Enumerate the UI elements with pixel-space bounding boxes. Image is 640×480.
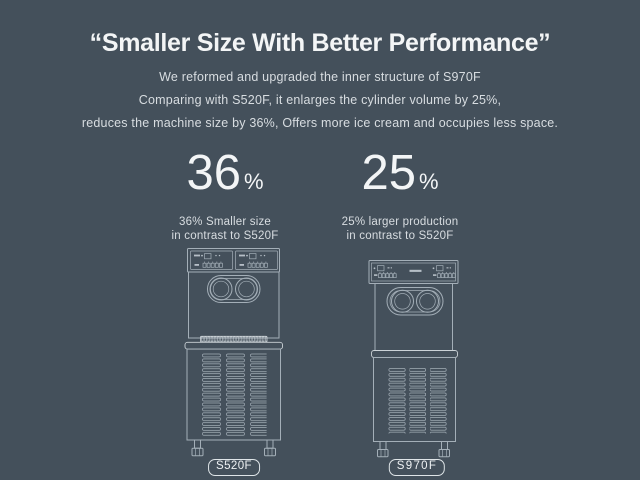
control-panel-cluster: [373, 265, 397, 278]
stat-larger-production-number: 25%: [300, 149, 500, 205]
machine-drawing-s520f: [184, 248, 283, 457]
control-panel-cluster: [194, 253, 223, 268]
caption-line-1: 36% Smaller size: [178, 216, 272, 228]
caption-line-2: in contrast to S520F: [171, 230, 279, 242]
intro-text: We reformed and upgraded the inner struc…: [0, 66, 640, 135]
intro-line-1: We reformed and upgraded the inner struc…: [159, 70, 481, 84]
caption-line-2: in contrast to S520F: [346, 230, 454, 242]
stat-larger-production: 25% 25% larger production in contrast to…: [300, 149, 500, 243]
stat-value: 36: [186, 146, 241, 200]
machine-drawing-s970f: [368, 260, 459, 458]
intro-line-2: Comparing with S520F, it enlarges the cy…: [138, 93, 502, 107]
percent-sign: %: [418, 169, 439, 194]
intro-line-3: reduces the machine size by 36%, Offers …: [81, 116, 559, 130]
percent-sign: %: [243, 169, 264, 194]
brand-text-mark: [409, 269, 422, 272]
stat-value: 25: [361, 146, 416, 200]
stat-smaller-size: 36% 36% Smaller size in contrast to S520…: [125, 149, 325, 243]
caption-line-1: 25% larger production: [341, 216, 459, 228]
machine-label-s970f: S970F: [388, 459, 446, 476]
stat-smaller-size-number: 36%: [125, 149, 325, 205]
stat-larger-production-caption: 25% larger production in contrast to S52…: [300, 215, 500, 243]
machine-label-s520f: S520F: [208, 459, 260, 476]
stat-smaller-size-caption: 36% Smaller size in contrast to S520F: [125, 215, 325, 243]
page-title: “Smaller Size With Better Performance”: [89, 29, 551, 57]
